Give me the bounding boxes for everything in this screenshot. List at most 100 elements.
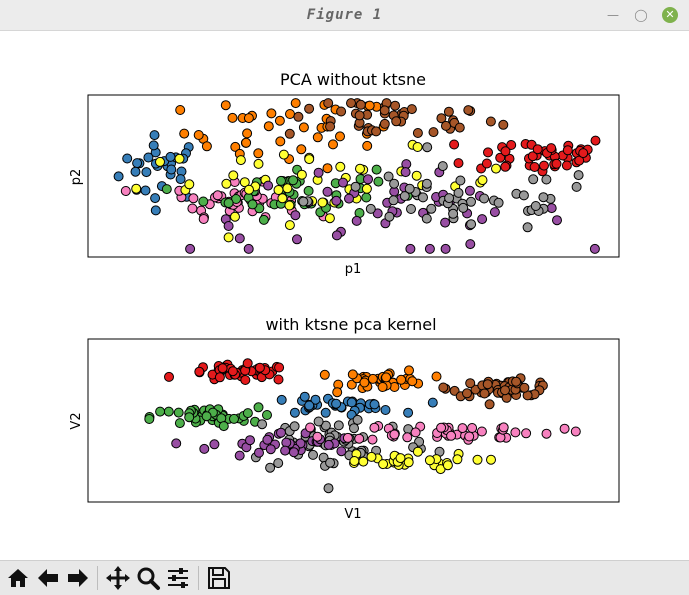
scatter-point-green bbox=[218, 421, 229, 432]
scatter-point-brown bbox=[438, 382, 449, 393]
scatter-point-red bbox=[227, 366, 238, 377]
home-icon[interactable] bbox=[4, 564, 32, 592]
scatter-point-purple bbox=[489, 207, 500, 218]
scatter-point-blue bbox=[150, 205, 161, 216]
scatter-point-brown bbox=[284, 128, 295, 139]
scatter-point-orange bbox=[290, 98, 301, 109]
scatter-point-gray bbox=[298, 196, 309, 207]
scatter-point-orange bbox=[346, 379, 357, 390]
scatter-point-pink bbox=[570, 426, 581, 437]
scatter-point-pink bbox=[312, 431, 323, 442]
scatter-point-orange bbox=[241, 137, 252, 148]
scatter-point-gray bbox=[522, 222, 533, 233]
scatter-point-yellow bbox=[403, 457, 414, 468]
scatter-point-brown bbox=[304, 103, 315, 114]
scatter-point-gray bbox=[389, 178, 400, 189]
scatter-point-blue bbox=[175, 174, 186, 185]
scatter-point-red bbox=[532, 144, 543, 155]
maximize-icon[interactable]: ◯ bbox=[634, 8, 648, 22]
scatter-point-green bbox=[229, 413, 239, 424]
scatter-point-green bbox=[303, 185, 314, 196]
scatter-point-red bbox=[483, 147, 493, 158]
scatter-point-green bbox=[184, 412, 195, 423]
scatter-point-yellow bbox=[335, 161, 346, 172]
scatter-point-orange bbox=[227, 112, 238, 123]
pan-icon[interactable] bbox=[104, 564, 132, 592]
scatter-point-orange bbox=[407, 376, 418, 387]
scatter-point-purple bbox=[344, 193, 354, 204]
scatter-point-brown bbox=[498, 119, 509, 130]
scatter-point-pink bbox=[510, 427, 521, 438]
scatter-point-gray bbox=[437, 161, 448, 172]
scatter-point-orange bbox=[193, 130, 204, 140]
scatter-point-blue bbox=[276, 394, 287, 405]
scatter-point-pink bbox=[436, 422, 447, 433]
back-icon[interactable] bbox=[34, 564, 62, 592]
scatter-point-blue bbox=[289, 407, 300, 418]
scatter-point-pink bbox=[369, 422, 380, 433]
minimize-icon[interactable]: — bbox=[607, 8, 619, 22]
scatter-point-orange bbox=[396, 374, 407, 385]
close-icon[interactable]: ✕ bbox=[662, 7, 678, 23]
figure-svg: PCA without ktsne p1 p2 with ktsne pca k… bbox=[69, 70, 620, 522]
scatter-point-yellow bbox=[412, 446, 423, 457]
scatter-point-gray bbox=[455, 175, 466, 186]
scatter-point-red bbox=[590, 135, 601, 146]
scatter-point-blue bbox=[141, 167, 152, 178]
scatter-point-brown bbox=[346, 98, 356, 109]
scatter-point-pink bbox=[446, 430, 457, 441]
zoom-icon[interactable] bbox=[134, 564, 162, 592]
scatter-point-purple bbox=[336, 446, 347, 457]
scatter-point-yellow bbox=[174, 153, 185, 164]
scatter-point-gray bbox=[365, 203, 376, 214]
scatter-point-gray bbox=[384, 211, 395, 222]
scatter-point-yellow bbox=[366, 451, 377, 462]
scatter-point-brown bbox=[406, 104, 417, 115]
scatter-point-yellow bbox=[358, 456, 369, 467]
scatter-point-green bbox=[144, 414, 155, 424]
scatter-point-purple bbox=[243, 243, 254, 254]
scatter-point-red bbox=[481, 158, 492, 169]
window-titlebar: Figure 1 — ◯ ✕ bbox=[0, 0, 689, 31]
scatter-point-yellow bbox=[235, 155, 246, 166]
scatter-point-orange bbox=[328, 139, 338, 150]
navigation-toolbar bbox=[0, 560, 689, 595]
scatter-point-red bbox=[242, 358, 253, 369]
scatter-point-yellow bbox=[304, 154, 315, 165]
scatter-point-green bbox=[373, 176, 384, 187]
scatter-point-green bbox=[161, 184, 172, 195]
scatter-point-purple bbox=[351, 215, 362, 226]
scatter-point-orange bbox=[179, 128, 190, 139]
scatter-point-brown bbox=[463, 105, 474, 116]
scatter-point-purple bbox=[254, 447, 264, 458]
scatter-point-purple bbox=[372, 208, 383, 219]
scatter-point-green bbox=[253, 402, 264, 413]
forward-icon[interactable] bbox=[64, 564, 92, 592]
scatter-point-orange bbox=[364, 100, 375, 111]
scatter-point-yellow bbox=[378, 459, 389, 470]
save-icon[interactable] bbox=[205, 564, 233, 592]
scatter-point-brown bbox=[441, 120, 451, 131]
scatter-point-red bbox=[529, 162, 540, 172]
scatter-point-orange bbox=[175, 105, 186, 115]
scatter-point-pink bbox=[212, 190, 223, 201]
scatter-point-brown bbox=[336, 106, 347, 117]
scatter-point-pink bbox=[498, 422, 509, 433]
scatter-point-yellow bbox=[442, 460, 453, 471]
scatter-point-gray bbox=[421, 178, 432, 189]
scatter-point-yellow bbox=[131, 183, 142, 194]
scatter-point-yellow bbox=[452, 454, 463, 465]
scatter-point-red bbox=[546, 143, 557, 154]
scatter-point-purple bbox=[280, 445, 291, 456]
scatter-point-gray bbox=[406, 204, 416, 214]
scatter-point-purple bbox=[424, 243, 435, 254]
configure-icon[interactable] bbox=[164, 564, 192, 592]
scatter-point-purple bbox=[323, 439, 334, 450]
scatter-point-purple bbox=[171, 438, 182, 449]
scatter-point-brown bbox=[412, 128, 423, 138]
scatter-point-green bbox=[201, 411, 212, 422]
scatter-point-brown bbox=[293, 111, 304, 122]
scatter-point-yellow bbox=[395, 453, 406, 464]
scatter-point-pink bbox=[476, 426, 487, 437]
scatter-point-green bbox=[361, 192, 372, 203]
